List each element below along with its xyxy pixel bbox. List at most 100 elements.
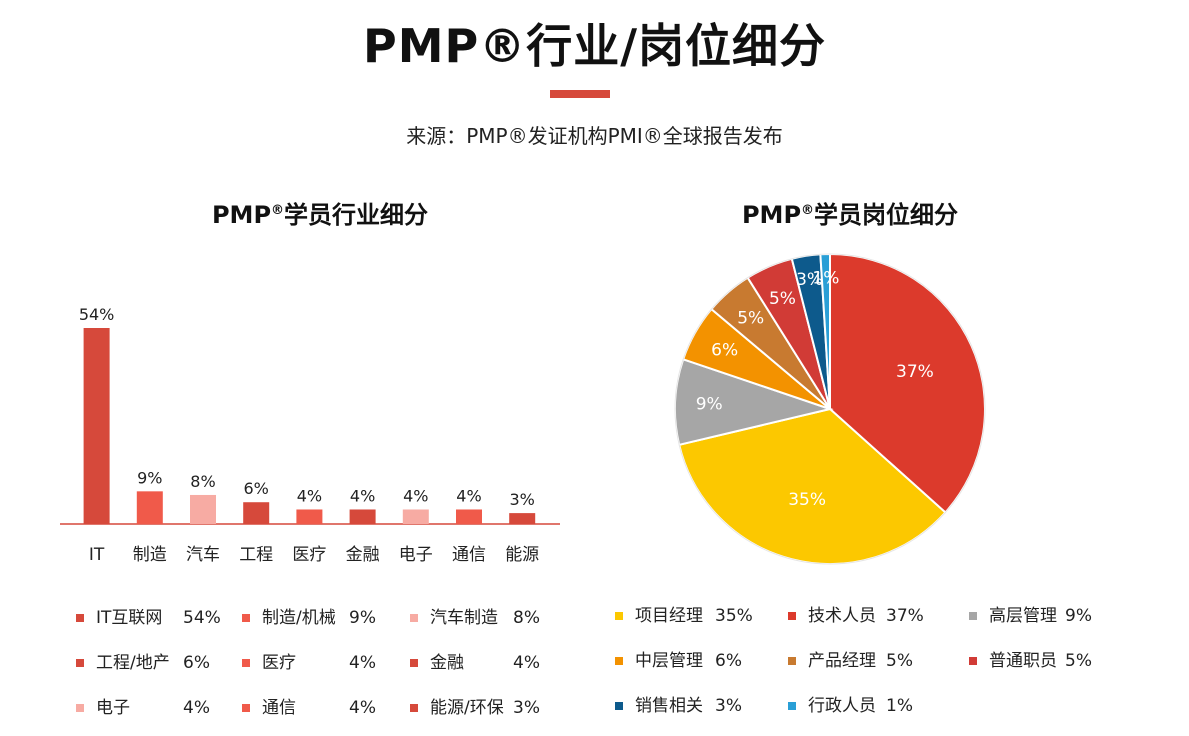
legend-value: 54% [183,608,221,628]
bar-title-main: PMP [211,201,272,229]
bar-category-label: 汽车 [186,545,220,565]
legend-value: 3% [513,698,540,718]
industry-legend: IT互联网 54% 制造/机械 9% 汽车制造 8% 工程/地产 6% 医疗 4% 金融 4% 电子 4%… [76,606,576,726]
bar-data-label: 3% [510,490,535,509]
legend-label: IT互联网 [96,608,163,628]
legend-value: 6% [183,653,210,673]
legend-value: 4% [349,653,376,673]
legend-value: 37% [886,606,924,626]
bar-金融 [349,509,376,524]
pie-outline [674,253,986,565]
legend-label: 普通职员 [989,651,1057,671]
legend-swatch [969,612,977,620]
legend-swatch [76,704,84,712]
bar-category-label: 通信 [452,545,486,565]
legend-value: 8% [513,608,540,628]
bar-title-rest: 学员行业细分 [284,201,429,229]
bar-能源 [509,513,536,524]
legend-label: 项目经理 [635,606,703,626]
legend-label: 能源/环保 [430,698,504,718]
bar-工程 [243,502,270,524]
bar-电子 [402,509,429,524]
legend-value: 5% [886,651,913,671]
legend-swatch [76,659,84,667]
bar-data-label: 4% [297,486,322,505]
bar-category-label: 金融 [346,545,380,565]
legend-swatch [615,702,623,710]
bar-data-label: 4% [456,486,481,505]
industry-bar-chart: 54% IT 9% 制造 8% 汽车 6% 工程 4% 医疗 4% 金融 4% 电子 4% 通信 3% 能源 [60,305,560,565]
bar-category-label: 医疗 [292,545,326,565]
pie-slice-label: 6% [711,341,738,361]
legend-label: 制造/机械 [262,608,336,628]
pie-title-rest: 学员岗位细分 [814,201,959,229]
pie-title-main: PMP [741,201,802,229]
legend-value: 4% [349,698,376,718]
legend-label: 电子 [96,698,130,718]
bar-data-label: 8% [190,472,215,491]
pie-slice-label: 1% [812,268,839,288]
bar-通信 [456,509,482,524]
legend-label: 产品经理 [808,651,876,671]
legend-label: 技术人员 [808,606,876,626]
legend-swatch [242,659,250,667]
page-title: PMP®行业/岗位细分 [362,19,826,73]
legend-swatch [788,612,796,620]
legend-swatch [410,659,418,667]
pie-slice-label: 3% [796,270,823,290]
position-pie-chart: 37%35%9%6%5%5%3%1% [674,252,986,565]
bar-category-label: 工程 [239,545,273,565]
legend-value: 4% [513,653,540,673]
bar-医疗 [296,509,323,524]
bar-chart-title: PMP®学员行业细分 [70,195,570,230]
legend-swatch [410,704,418,712]
legend-swatch [969,657,977,665]
pie-slice-label: 5% [769,289,796,309]
source-note: 来源：PMP®发证机构PMI®全球报告发布 [406,124,783,148]
legend-label: 医疗 [262,653,296,673]
bar-category-label: IT [89,545,105,565]
legend-value: 9% [1065,606,1092,626]
legend-value: 1% [886,696,913,716]
bar-category-label: 能源 [505,545,539,565]
legend-value: 4% [183,698,210,718]
legend-label: 工程/地产 [96,653,170,673]
bar-data-label: 4% [403,486,428,505]
legend-value: 5% [1065,651,1092,671]
bar-title-sup: ® [271,203,285,218]
legend-swatch [788,657,796,665]
bar-data-label: 54% [79,305,115,324]
legend-label: 销售相关 [635,696,703,716]
legend-label: 中层管理 [635,651,703,671]
legend-label: 通信 [262,698,296,718]
legend-value: 6% [715,651,742,671]
title-underline [550,90,610,98]
legend-swatch [615,657,623,665]
legend-value: 35% [715,606,753,626]
legend-swatch [615,612,623,620]
position-legend: 项目经理 35% 技术人员 37% 高层管理 9% 中层管理 6% 产品经理 5% 普通职员 5% 销售… [615,604,1135,724]
bar-data-label: 6% [244,479,269,498]
legend-swatch [410,614,418,622]
legend-swatch [242,614,250,622]
legend-swatch [788,702,796,710]
legend-value: 3% [715,696,742,716]
pie-slice-label: 37% [896,362,934,382]
pie-slice-label: 9% [696,394,723,414]
pie-title-sup: ® [801,203,815,218]
bar-IT [83,328,110,524]
bar-category-label: 制造 [133,545,167,565]
bar-data-label: 9% [137,468,162,487]
legend-label: 汽车制造 [430,608,498,628]
legend-value: 9% [349,608,376,628]
bar-汽车 [190,494,216,524]
legend-swatch [242,704,250,712]
pie-chart-title: PMP®学员岗位细分 [600,195,1100,230]
legend-swatch [76,614,84,622]
legend-label: 金融 [430,653,464,673]
legend-label: 行政人员 [808,696,876,716]
pie-slice-label: 35% [788,490,826,510]
legend-label: 高层管理 [989,606,1057,626]
pie-slice-label: 5% [737,309,764,329]
bar-制造 [136,491,163,524]
